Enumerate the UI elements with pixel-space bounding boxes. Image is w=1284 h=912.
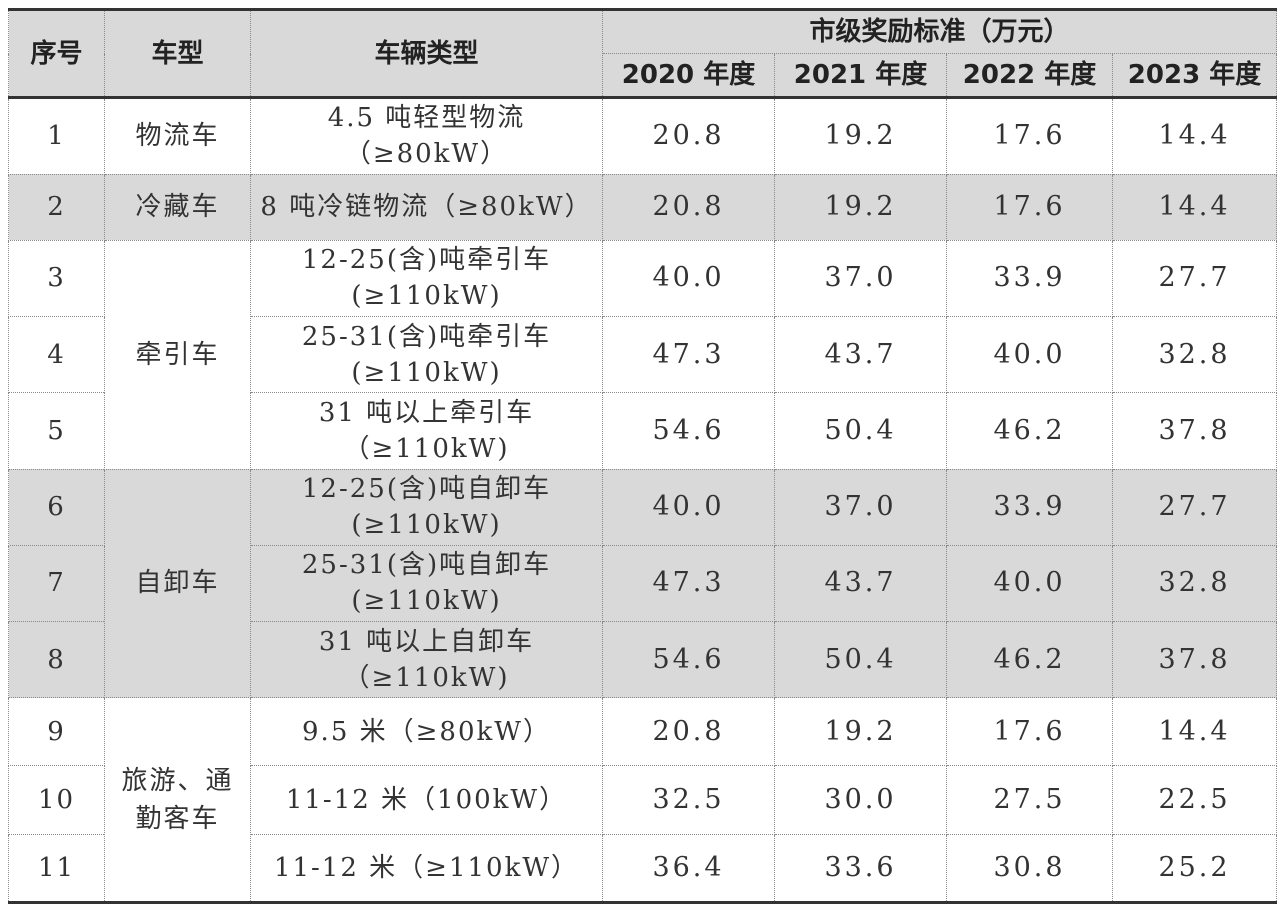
header-vehicle-type: 车辆类型 [250,7,603,100]
reward-2020: 40.0 [602,239,775,318]
table-row: 6 自卸车 12-25(含)吨自卸车(≥110kW) 40.0 37.0 33.… [8,468,1278,699]
reward-2023: 37.8 [1111,620,1278,699]
reward-2021: 37.0 [774,468,947,546]
table-row: 4 25-31(含)吨牵引车(≥110kW) 47.3 43.7 40.0 32… [8,315,1278,394]
table-row: 1 物流车 4.5 吨轻型物流（≥80kW） 20.8 19.2 17.6 14… [8,97,1278,175]
reward-2023: 32.8 [1111,544,1278,623]
reward-2022: 40.0 [946,315,1113,394]
header-seq: 序号 [8,7,105,100]
reward-2023: 32.8 [1111,315,1278,394]
reward-2022: 33.9 [946,468,1113,546]
reward-2023: 27.7 [1111,468,1278,546]
table-row: 10 11-12 米（100kW） 32.5 30.0 27.5 22.5 [8,765,1278,835]
reward-2023: 27.7 [1111,239,1278,318]
reward-2022: 27.5 [946,765,1113,835]
vehicle-model: 旅游、通勤客车 [104,697,251,904]
reward-2020: 20.8 [602,697,775,767]
vehicle-type: 8 吨冷链物流（≥80kW） [250,173,603,241]
row-number: 3 [8,239,105,318]
header-reward-standard: 市级奖励标准（万元） [601,7,1278,55]
vehicle-type: 31 吨以上自卸车（≥110kW) [250,620,603,699]
reward-2021: 19.2 [774,697,947,767]
reward-2020: 32.5 [602,765,775,835]
row-number: 11 [8,833,105,905]
row-number: 4 [8,315,105,394]
reward-2023: 14.4 [1111,97,1278,175]
table-row: 11 11-12 米（≥110kW） 36.4 33.6 30.8 25.2 [8,833,1278,905]
row-number: 2 [8,173,105,241]
reward-2023: 14.4 [1111,697,1278,767]
subsidy-standard-table: 序号 车型 车辆类型 市级奖励标准（万元） 2020 年度 2021 年度 20… [8,7,1278,905]
reward-2022: 17.6 [946,697,1113,767]
reward-2021: 19.2 [774,97,947,175]
row-number: 9 [8,697,105,767]
header-year-2023: 2023 年度 [1111,53,1278,100]
reward-2022: 33.9 [946,239,1113,318]
table-row: 9 旅游、通勤客车 9.5 米（≥80kW） 20.8 19.2 17.6 14… [8,697,1278,904]
vehicle-type: 4.5 吨轻型物流（≥80kW） [250,97,603,175]
reward-2023: 22.5 [1111,765,1278,835]
vehicle-type: 31 吨以上牵引车（≥110kW) [250,392,603,470]
vehicle-model: 冷藏车 [104,173,251,241]
header-year-2022: 2022 年度 [946,53,1113,100]
table-row: 3 牵引车 12-25(含)吨牵引车(≥110kW) 40.0 37.0 33.… [8,239,1278,470]
reward-2021: 37.0 [774,239,947,318]
reward-2021: 19.2 [774,173,947,241]
reward-2023: 25.2 [1111,833,1278,905]
vehicle-type: 12-25(含)吨牵引车(≥110kW) [250,239,603,318]
vehicle-type: 9.5 米（≥80kW） [250,697,603,767]
reward-2023: 37.8 [1111,392,1278,470]
table-row: 8 31 吨以上自卸车（≥110kW) 54.6 50.4 46.2 37.8 [8,620,1278,699]
row-number: 5 [8,392,105,470]
reward-2022: 17.6 [946,97,1113,175]
reward-2023: 14.4 [1111,173,1278,241]
vehicle-type: 25-31(含)吨牵引车(≥110kW) [250,315,603,394]
row-number: 1 [8,97,105,175]
row-number: 6 [8,468,105,546]
reward-2020: 40.0 [602,468,775,546]
reward-2020: 54.6 [602,392,775,470]
reward-2020: 36.4 [602,833,775,905]
reward-2021: 33.6 [774,833,947,905]
reward-2020: 20.8 [602,97,775,175]
reward-2021: 50.4 [774,620,947,699]
header-year-2020: 2020 年度 [602,53,775,100]
vehicle-type: 11-12 米（≥110kW） [250,833,603,905]
row-number: 10 [8,765,105,835]
table-row: 5 31 吨以上牵引车（≥110kW) 54.6 50.4 46.2 37.8 [8,392,1278,470]
reward-2021: 50.4 [774,392,947,470]
row-number: 8 [8,620,105,699]
vehicle-model: 自卸车 [104,468,251,699]
reward-2022: 17.6 [946,173,1113,241]
header-year-2021: 2021 年度 [774,53,947,100]
vehicle-type: 12-25(含)吨自卸车(≥110kW) [250,468,603,546]
reward-2021: 30.0 [774,765,947,835]
table-row: 2 冷藏车 8 吨冷链物流（≥80kW） 20.8 19.2 17.6 14.4 [8,173,1278,241]
reward-2020: 47.3 [602,315,775,394]
reward-2022: 30.8 [946,833,1113,905]
reward-2020: 47.3 [602,544,775,623]
reward-2022: 46.2 [946,620,1113,699]
reward-2021: 43.7 [774,544,947,623]
header-model: 车型 [104,7,251,100]
reward-2021: 43.7 [774,315,947,394]
vehicle-type: 25-31(含)吨自卸车(≥110kW) [250,544,603,623]
vehicle-type: 11-12 米（100kW） [250,765,603,835]
reward-2020: 54.6 [602,620,775,699]
vehicle-model: 牵引车 [104,239,251,470]
vehicle-model: 物流车 [104,97,251,175]
reward-2020: 20.8 [602,173,775,241]
reward-2022: 46.2 [946,392,1113,470]
row-number: 7 [8,544,105,623]
reward-2022: 40.0 [946,544,1113,623]
